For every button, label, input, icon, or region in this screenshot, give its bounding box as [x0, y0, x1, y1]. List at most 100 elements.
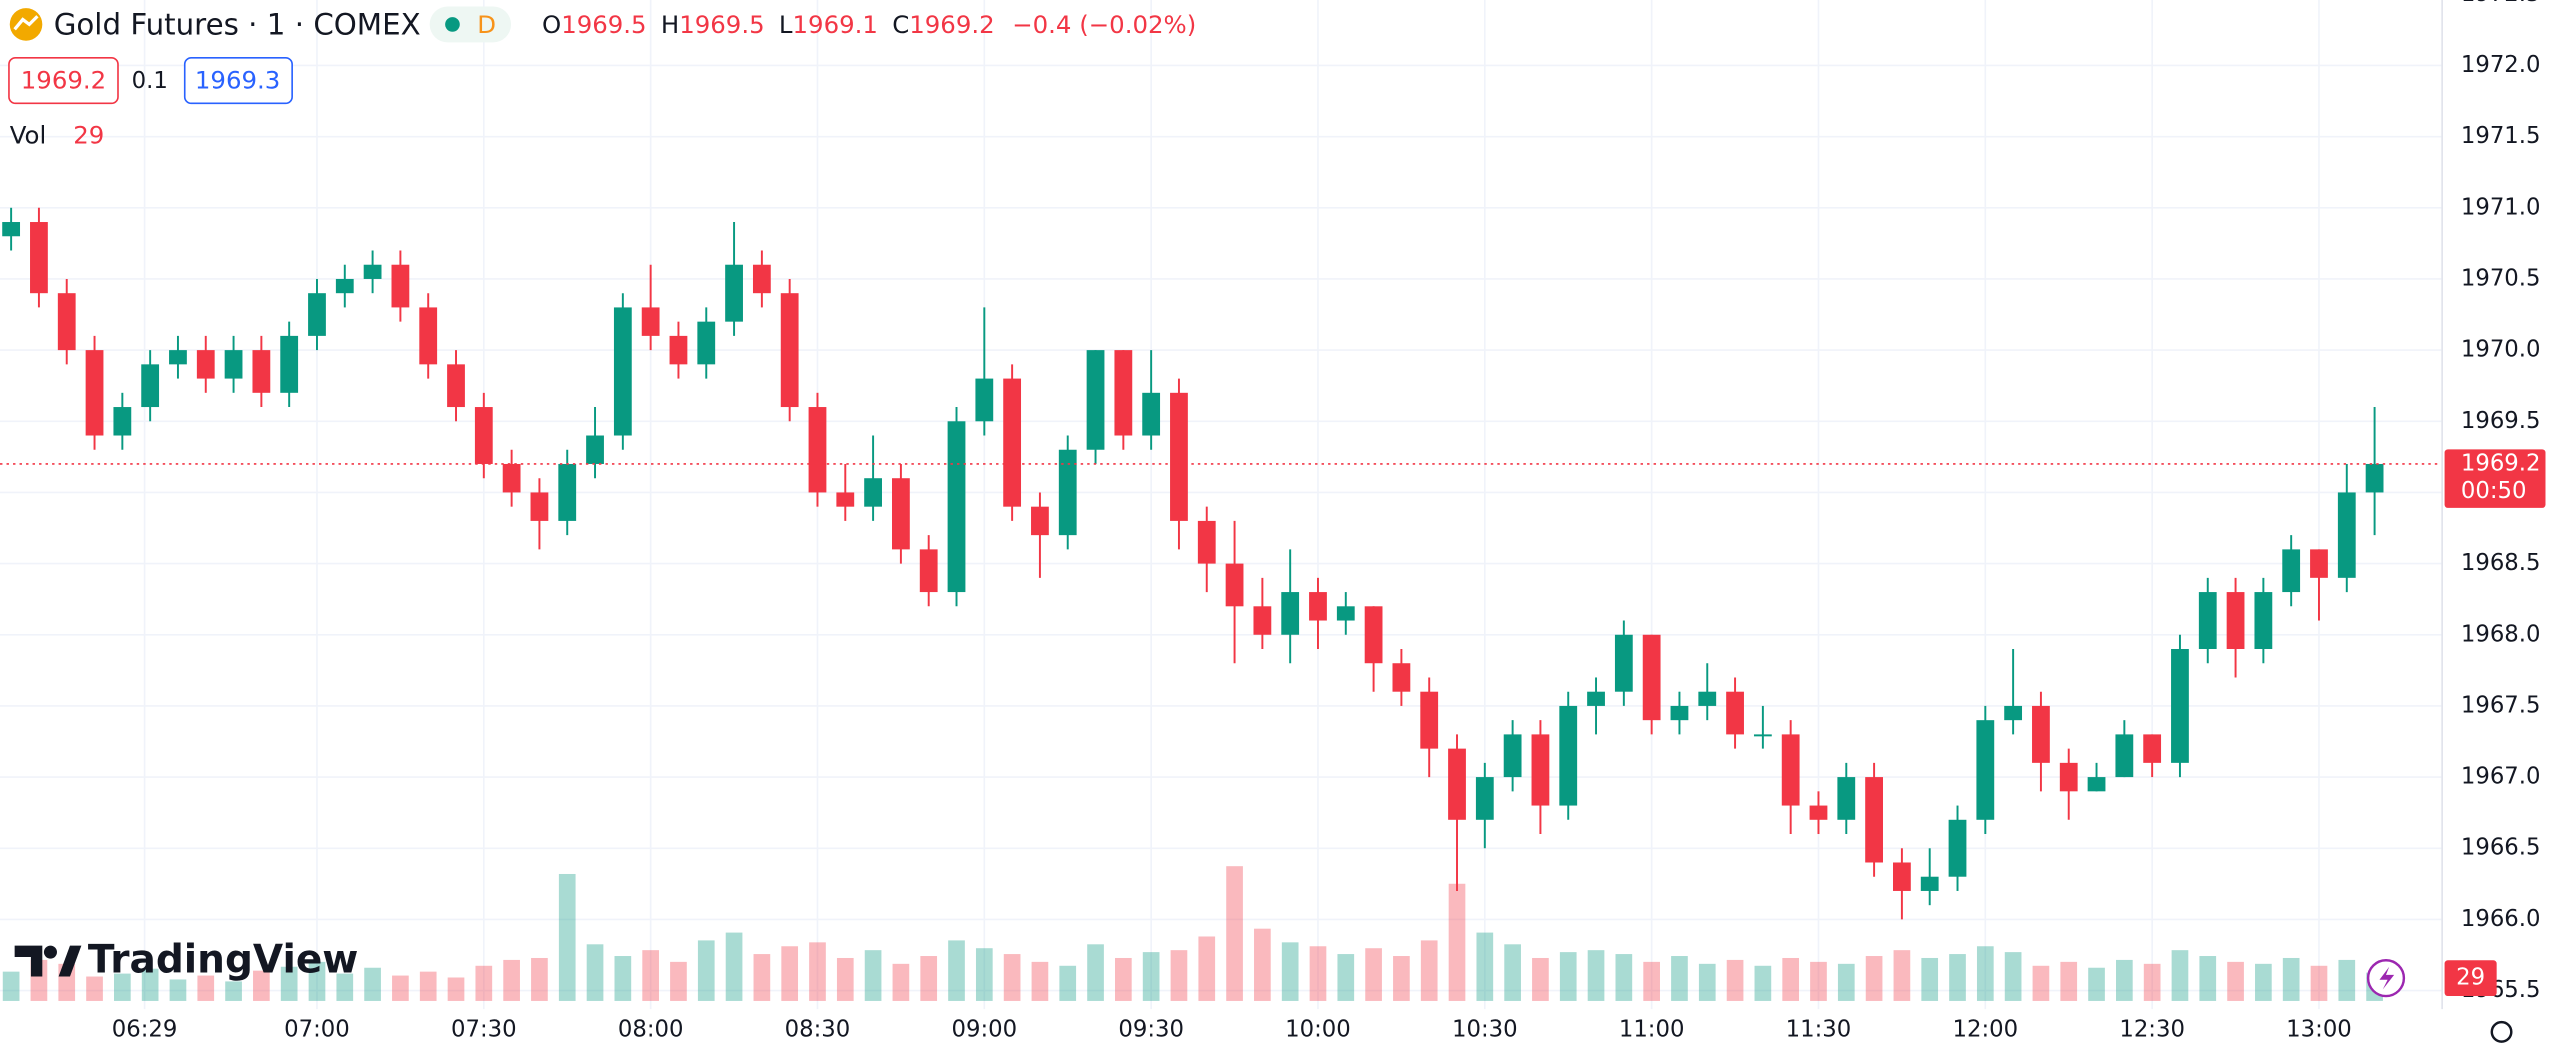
- candle-body: [669, 335, 688, 365]
- candle-body: [808, 407, 827, 493]
- candle-body: [2059, 762, 2078, 792]
- x-tick-label: 10:30: [1452, 1017, 1518, 1043]
- candle-body: [613, 307, 632, 436]
- candle-body: [1614, 634, 1633, 692]
- volume-bar: [1726, 959, 1744, 1001]
- y-tick-label: 1968.0: [2461, 621, 2541, 647]
- volume-bar: [114, 973, 131, 1001]
- ohlc-label: C: [892, 10, 909, 39]
- candle-body: [141, 364, 160, 408]
- ohlc-label: O: [542, 10, 561, 39]
- settings-button[interactable]: [2490, 1020, 2513, 1043]
- candle-body: [1086, 350, 1105, 450]
- candle-body: [975, 378, 994, 422]
- x-tick-label: 10:00: [1285, 1017, 1351, 1043]
- volume-bar: [1059, 965, 1077, 1001]
- candle-body: [1420, 691, 1439, 749]
- y-tick-label: 1966.0: [2461, 906, 2541, 932]
- volume-bar: [1337, 954, 1355, 1001]
- volume-bar: [558, 873, 576, 1001]
- volume-bar: [753, 954, 771, 1001]
- volume-bar: [2032, 965, 2050, 1001]
- volume-badge: [2444, 960, 2497, 997]
- ohlc-value: 1969.2: [909, 10, 994, 39]
- candle-body: [2143, 734, 2162, 763]
- volume-bar: [1309, 946, 1327, 1001]
- candle-body: [363, 264, 382, 279]
- volume-bar: [2116, 959, 2133, 1001]
- brand-name: TradingView: [88, 937, 359, 982]
- candle-body: [1531, 734, 1550, 806]
- volume-bar: [364, 967, 381, 1001]
- volume-bar: [2199, 956, 2217, 1001]
- candle-body: [335, 278, 354, 294]
- volume-bar: [1782, 957, 1800, 1001]
- candle-body: [1336, 606, 1355, 621]
- y-tick-label: 1971.0: [2461, 194, 2541, 220]
- candle-body: [447, 364, 465, 408]
- candle-body: [1142, 392, 1161, 436]
- volume-bar: [1921, 957, 1939, 1001]
- candle-body: [2337, 492, 2356, 578]
- candle-body: [1475, 777, 1494, 820]
- x-tick-label: 12:00: [1953, 1017, 2019, 1043]
- volume-bar: [1476, 932, 1494, 1001]
- volume-bar: [2004, 952, 2022, 1001]
- volume-bar: [531, 957, 548, 1001]
- volume-bar: [1976, 946, 1994, 1001]
- volume-bar: [948, 940, 965, 1001]
- volume-legend-value: 29: [73, 121, 104, 150]
- candle-body: [919, 549, 938, 593]
- volume-bar: [2338, 959, 2356, 1001]
- ask-box[interactable]: [183, 56, 293, 105]
- candle-body: [224, 350, 243, 379]
- volume-bar: [475, 965, 493, 1001]
- candle-body: [1920, 876, 1939, 891]
- candle-body: [1948, 819, 1967, 877]
- candle-body: [2254, 592, 2273, 649]
- candle-body: [780, 293, 799, 408]
- candle-body: [725, 264, 743, 322]
- volume-bar: [1254, 928, 1271, 1001]
- ohlc-value: 1969.1: [793, 10, 878, 39]
- volume-bar: [2, 971, 20, 1001]
- bid-box[interactable]: [8, 56, 119, 105]
- volume-bar: [1115, 957, 1132, 1001]
- candle-body: [2087, 777, 2106, 792]
- status-badge[interactable]: [429, 6, 512, 43]
- volume-bar: [1142, 952, 1160, 1001]
- volume-bar: [1949, 954, 1966, 1001]
- candle-body: [1837, 777, 1856, 820]
- volume-bar: [1671, 956, 1688, 1001]
- volume-bar: [2310, 965, 2328, 1001]
- candle-body: [1893, 862, 1911, 891]
- x-tick-label: 08:00: [618, 1017, 684, 1043]
- symbol-title[interactable]: Gold Futures · 1 · COMEX: [54, 8, 421, 42]
- candle-body: [2032, 705, 2050, 763]
- ohlc-value: 1969.5: [561, 10, 646, 39]
- candle-body: [2226, 592, 2245, 649]
- candle-body: [864, 478, 882, 507]
- candle-body: [558, 463, 577, 521]
- candle-body: [1448, 748, 1466, 820]
- volume-bar: [975, 948, 993, 1001]
- volume-bar: [1810, 961, 1827, 1001]
- candle-body: [1197, 520, 1216, 564]
- candle-body: [1253, 606, 1272, 635]
- volume-bar: [1754, 965, 1772, 1001]
- volume-bar: [670, 961, 687, 1001]
- volume-bar: [809, 942, 826, 1001]
- candle-body: [1753, 734, 1772, 737]
- bid: 1969.2: [21, 65, 106, 94]
- volume-bar: [280, 966, 298, 1001]
- candle-body: [2282, 549, 2301, 593]
- volume-badge-label: 29: [2456, 965, 2485, 991]
- volume-bar: [586, 944, 604, 1001]
- ohlc-label: H: [661, 10, 679, 39]
- y-tick-label: 1967.0: [2461, 764, 2541, 790]
- volume-bar: [1532, 957, 1549, 1001]
- symbol-icon: [9, 8, 43, 41]
- volume-bar: [1281, 942, 1299, 1001]
- volume-bar: [1365, 948, 1382, 1001]
